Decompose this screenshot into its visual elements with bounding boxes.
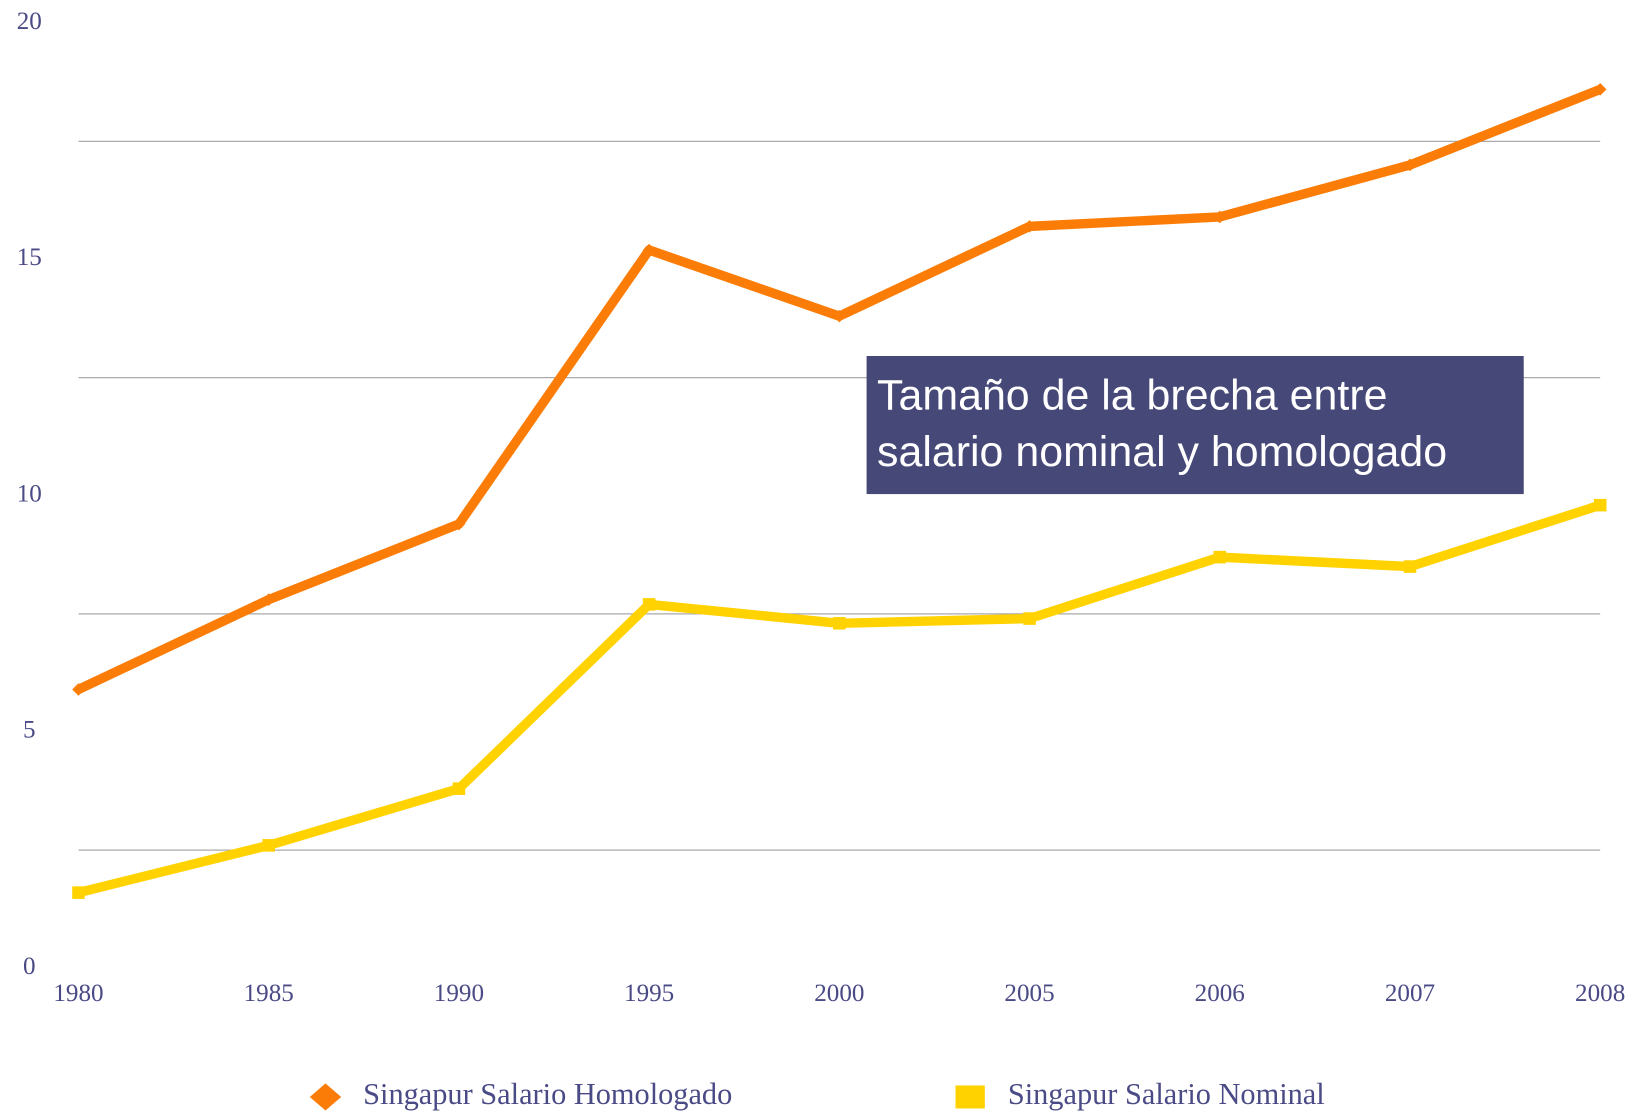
point	[642, 243, 656, 257]
legend-marker	[309, 1083, 342, 1111]
y-tick-label: 5	[23, 717, 36, 744]
x-tick-label: 1990	[434, 980, 484, 1007]
x-tick-label: 1985	[244, 980, 294, 1007]
point	[72, 683, 85, 696]
y-tick-label: 0	[23, 953, 36, 980]
y-tick-label: 15	[17, 244, 42, 271]
point	[1023, 220, 1036, 233]
point	[1403, 560, 1417, 573]
point	[1593, 498, 1607, 512]
x-tick-label: 1980	[53, 980, 103, 1007]
point	[72, 886, 85, 899]
x-tick-label: 2000	[814, 980, 864, 1007]
x-tick-label: 1995	[624, 980, 674, 1007]
x-tick-label: 2007	[1385, 980, 1435, 1007]
x-tick-label: 2006	[1195, 980, 1245, 1007]
annotation: Tamaño de la brecha entre salario nomina…	[866, 355, 1524, 495]
point	[1213, 210, 1227, 224]
point	[452, 782, 466, 795]
point	[833, 309, 846, 323]
series-line	[77, 500, 1602, 898]
y-tick-label: 10	[17, 480, 42, 507]
x-tick-label: 2005	[1004, 980, 1054, 1007]
point	[833, 617, 846, 630]
legend-marker	[955, 1085, 985, 1109]
y-tick-label: 20	[17, 8, 42, 35]
point	[642, 598, 656, 611]
point	[1593, 83, 1607, 96]
legend-label: Singapur Salario Nominal	[1008, 1077, 1325, 1111]
point	[452, 517, 466, 531]
x-tick-label: 2008	[1575, 980, 1625, 1007]
legend-label: Singapur Salario Homologado	[363, 1077, 732, 1111]
point	[262, 839, 275, 852]
point	[1213, 550, 1227, 564]
annotation-box: Tamaño de la brecha entre salario nomina…	[866, 355, 1524, 495]
point	[1023, 612, 1036, 625]
